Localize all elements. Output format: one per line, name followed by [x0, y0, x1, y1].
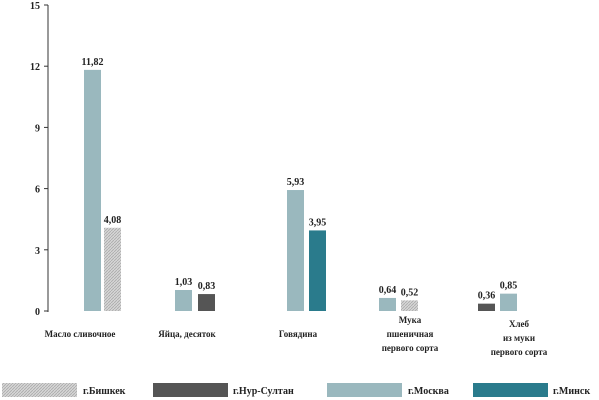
data-label: 4,08 — [104, 215, 122, 226]
axes: 0 3 6 9 12 15 — [30, 1, 49, 318]
data-label: 3,95 — [309, 217, 327, 228]
category-label-line: пшеничная — [387, 329, 434, 339]
data-label: 1,03 — [175, 277, 193, 288]
y-tick-label: 15 — [30, 1, 40, 12]
bar — [478, 303, 495, 311]
data-label: 0,83 — [198, 281, 216, 292]
legend-swatch — [2, 383, 77, 397]
category-labels: Масло сливочное Яйца, десяток Говядина Мука… — [45, 315, 548, 357]
bar — [175, 289, 192, 311]
category-label-line: Говядина — [279, 329, 318, 339]
data-label: 0,36 — [478, 291, 496, 302]
bar — [287, 190, 304, 311]
category-label: Хлеб из муки первого сорта — [491, 319, 548, 357]
y-tick-label: 3 — [35, 246, 40, 257]
bars: 11,82 4,08 1,03 0,83 5,93 3,95 0,64 0,52 0,36 0,8… — [82, 57, 518, 311]
category-label-line: первого сорта — [491, 347, 548, 357]
legend-swatch — [473, 383, 548, 397]
category-label-line: Масло сливочное — [45, 329, 116, 339]
bar — [198, 294, 215, 311]
data-label: 0,52 — [401, 287, 419, 298]
legend: г.Бишкек г.Нур-Султан г.Москва г.Минск — [2, 383, 590, 397]
data-label: 0,85 — [500, 281, 518, 292]
data-label: 5,93 — [287, 177, 305, 188]
category-label-line: Хлеб — [509, 319, 530, 329]
legend-swatch — [327, 383, 402, 397]
y-tick-label: 0 — [35, 307, 40, 318]
data-label: 11,82 — [82, 57, 104, 68]
legend-swatch — [153, 383, 228, 397]
legend-label: г.Нур-Султан — [233, 386, 294, 397]
y-tick-label: 12 — [30, 62, 40, 73]
legend-label: г.Минск — [553, 386, 590, 397]
category-label: Мука пшеничная первого сорта — [382, 315, 439, 353]
legend-label: г.Бишкек — [83, 386, 126, 397]
category-label: Говядина — [279, 329, 318, 339]
bar — [379, 297, 396, 311]
category-label: Масло сливочное — [45, 329, 116, 339]
data-label: 0,64 — [379, 285, 397, 296]
bar — [500, 293, 517, 311]
category-label-line: Мука — [399, 315, 422, 325]
category-label-line: Яйца, десяток — [158, 329, 216, 339]
category-label: Яйца, десяток — [158, 329, 216, 339]
category-label-line: из муки — [503, 333, 535, 343]
legend-label: г.Москва — [408, 386, 449, 397]
bar — [309, 230, 326, 311]
y-tick-label: 6 — [35, 185, 40, 196]
y-tick-label: 9 — [35, 123, 40, 134]
bar — [84, 69, 101, 311]
bar — [104, 227, 121, 311]
bar — [401, 300, 418, 311]
category-label-line: первого сорта — [382, 343, 439, 353]
